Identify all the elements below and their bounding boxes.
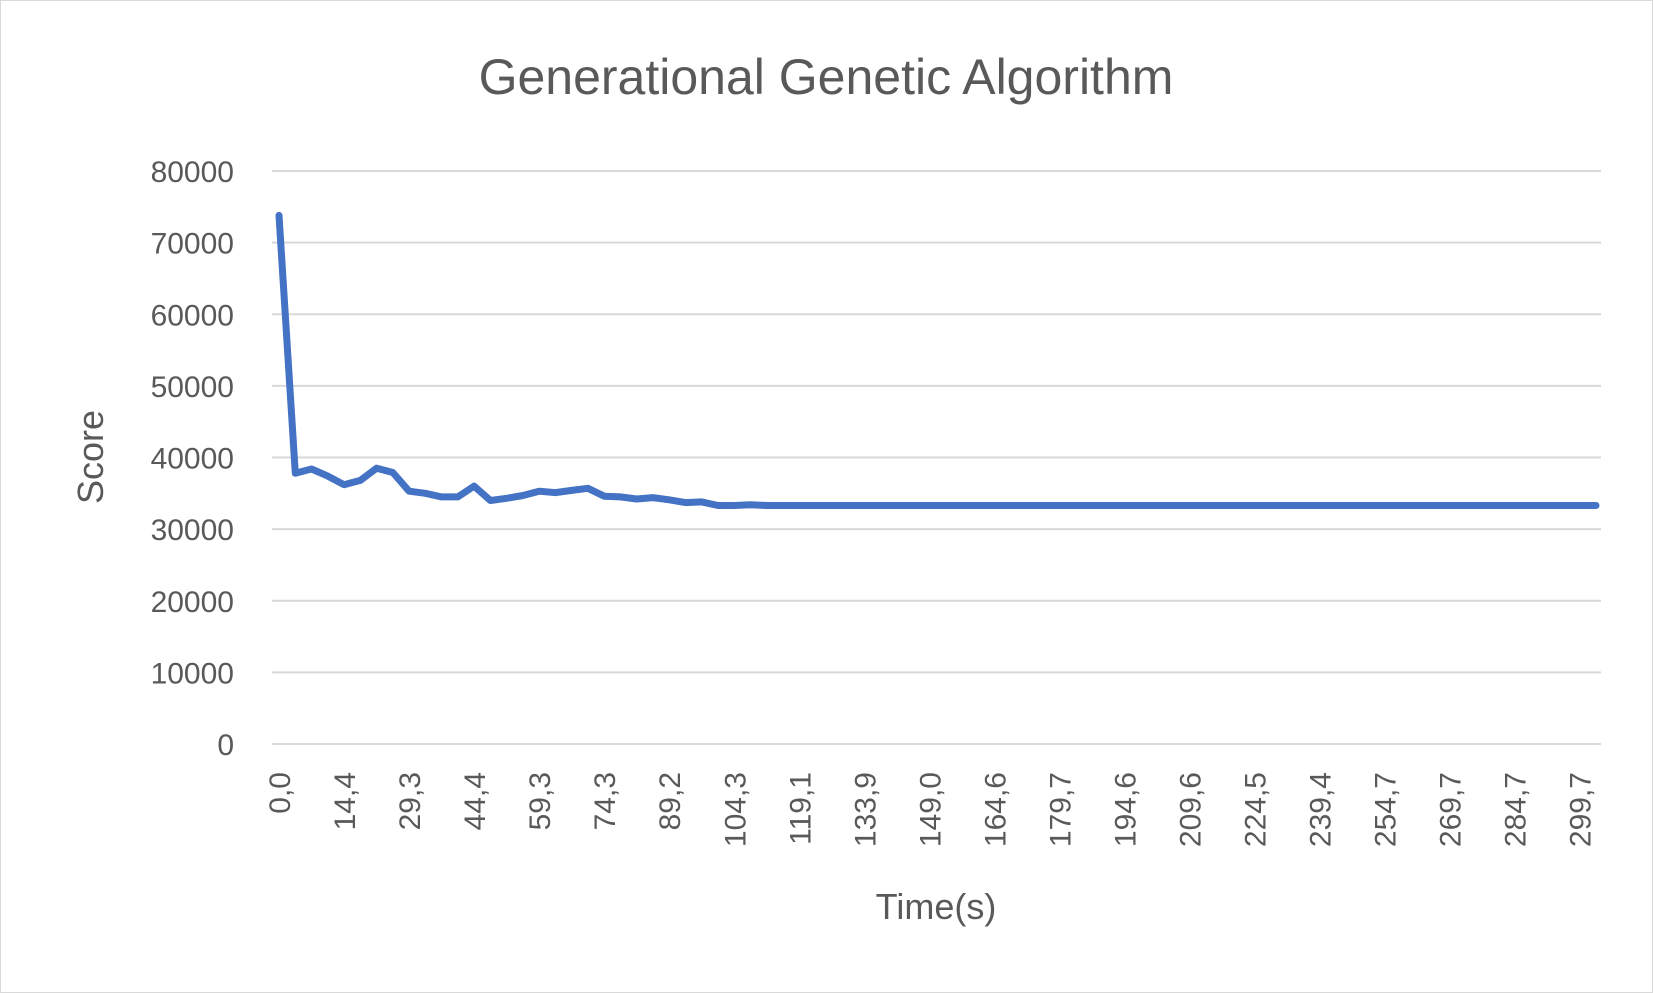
x-tick-label: 104,3 <box>719 772 752 847</box>
x-tick-label: 74,3 <box>589 772 622 830</box>
series-line <box>275 211 1600 509</box>
x-axis-title: Time(s) <box>876 886 997 927</box>
x-tick-label: 224,5 <box>1240 772 1273 847</box>
y-tick-label: 70000 <box>151 228 234 261</box>
y-tick-label: 10000 <box>151 657 234 690</box>
x-tick-label: 269,7 <box>1435 772 1468 847</box>
y-tick-label: 0 <box>217 729 234 762</box>
x-tick-label: 44,4 <box>459 772 492 830</box>
y-tick-label: 80000 <box>151 156 234 189</box>
x-tick-label: 0,0 <box>264 772 297 814</box>
y-tick-label: 60000 <box>151 299 234 332</box>
y-tick-label: 40000 <box>151 443 234 476</box>
x-tick-label: 119,1 <box>784 772 817 845</box>
x-tick-label: 194,6 <box>1109 772 1142 847</box>
x-tick-label: 164,6 <box>979 772 1012 847</box>
x-tick-label: 254,7 <box>1370 772 1403 847</box>
x-tick-label: 89,2 <box>654 772 687 830</box>
x-tick-label: 133,9 <box>849 772 882 847</box>
y-tick-label: 30000 <box>151 514 234 547</box>
gridlines <box>272 170 1601 745</box>
x-tick-label: 299,7 <box>1565 772 1598 847</box>
x-tick-label: 179,7 <box>1044 772 1077 847</box>
y-tick-label: 50000 <box>151 371 234 404</box>
x-tick-label: 149,0 <box>914 772 947 847</box>
y-axis-ticks: 0 10000 20000 30000 40000 50000 60000 70000 8000… <box>151 156 234 762</box>
x-tick-label: 59,3 <box>524 772 557 830</box>
x-tick-label: 284,7 <box>1500 772 1533 847</box>
x-tick-label: 209,6 <box>1175 772 1208 847</box>
x-tick-label: 29,3 <box>394 772 427 830</box>
chart-title: Generational Genetic Algorithm <box>479 49 1174 105</box>
x-tick-label: 239,4 <box>1305 772 1338 847</box>
y-axis-title: Score <box>70 410 111 504</box>
y-tick-label: 20000 <box>151 586 234 619</box>
x-axis-ticks: 0,0 14,4 29,3 44,4 59,3 74,3 89,2 104,3 119,1 133… <box>264 772 1598 847</box>
x-tick-label: 14,4 <box>329 772 362 830</box>
